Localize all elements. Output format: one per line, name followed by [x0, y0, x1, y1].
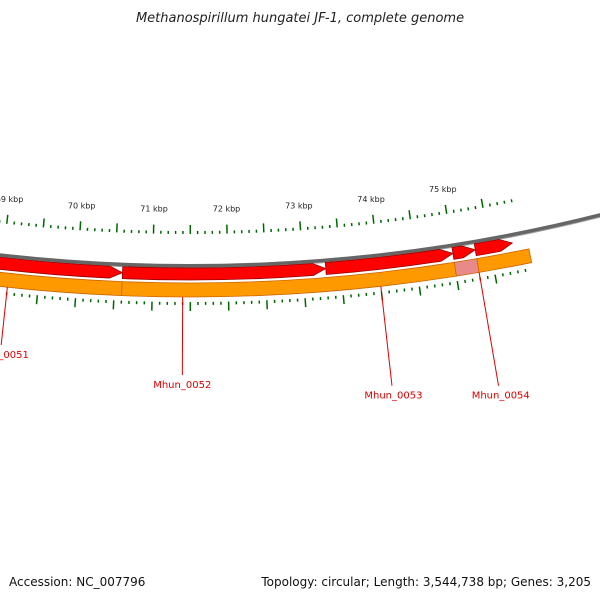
kbp-label: 74 kbp [357, 195, 385, 204]
inner-major-tick [42, 218, 45, 228]
inner-major-tick [299, 221, 302, 231]
pseudogene-segment [453, 258, 480, 277]
outer-minor-tick [524, 268, 527, 273]
gene-label: Mhun_0054 [472, 391, 530, 402]
outer-major-tick [74, 298, 77, 308]
outer-major-tick [418, 286, 422, 296]
cds-arrow [121, 263, 327, 281]
inner-tick-ring [0, 198, 513, 235]
outer-minor-tick [509, 271, 512, 275]
inner-major-tick [6, 214, 9, 224]
inner-minor-tick [488, 203, 491, 207]
inner-minor-tick [474, 205, 477, 210]
kbp-label: 72 kbp [213, 205, 241, 214]
kbp-label: 71 kbp [140, 205, 168, 214]
gene-segment [476, 248, 533, 273]
inner-minor-tick [467, 207, 470, 211]
gene-label-leader [380, 286, 393, 386]
outer-major-tick [342, 295, 345, 305]
gene-label-leader [0, 287, 8, 345]
inner-minor-tick [496, 201, 499, 206]
cds-arrow [451, 245, 477, 260]
cds-arrow [324, 249, 454, 275]
gene-label: Mhun_0053 [364, 391, 422, 402]
inner-major-tick [444, 204, 448, 215]
gene-track [0, 248, 533, 298]
inner-major-tick [335, 218, 338, 228]
inner-major-tick [408, 210, 412, 220]
kbp-label: 73 kbp [285, 201, 313, 210]
gene-label: Mhun_0052 [153, 380, 211, 391]
outer-minor-tick [516, 270, 519, 274]
cds-track [0, 239, 514, 281]
genome-summary-text: Topology: circular; Length: 3,544,738 bp… [260, 575, 591, 589]
inner-minor-tick [510, 199, 513, 203]
outer-major-tick [456, 280, 460, 291]
kbp-label: 70 kbp [68, 201, 96, 210]
gene-label: Mhun_0051 [0, 350, 29, 361]
outer-tick-ring [5, 268, 527, 312]
kbp-label: 69 kbp [0, 195, 23, 204]
inner-major-tick [372, 214, 375, 224]
outer-minor-tick [501, 273, 504, 277]
inner-minor-tick [503, 200, 506, 204]
accession-text: Accession: NC_007796 [9, 575, 145, 589]
outer-major-tick [304, 298, 307, 308]
cds-arrow [0, 256, 124, 279]
outer-major-tick [494, 274, 498, 284]
backbone-line [0, 213, 600, 268]
kbp-label: 75 kbp [429, 185, 457, 194]
inner-major-tick [79, 221, 82, 231]
map-title: Methanospirillum hungatei JF-1, complete… [136, 11, 464, 26]
gene-label-leader [478, 272, 500, 386]
outer-minor-tick [486, 275, 489, 280]
gene-label-layer: Mhun_0051 Mhun_0052 Mhun_0053 Mhun_0054 [0, 272, 530, 402]
cds-arrow [473, 239, 514, 257]
inner-major-tick [480, 198, 484, 208]
outer-major-tick [35, 295, 39, 305]
kbp-label-layer: 69 kbp 70 kbp 71 kbp 72 kbp 73 kbp 74 kbp 75 k… [0, 185, 457, 213]
